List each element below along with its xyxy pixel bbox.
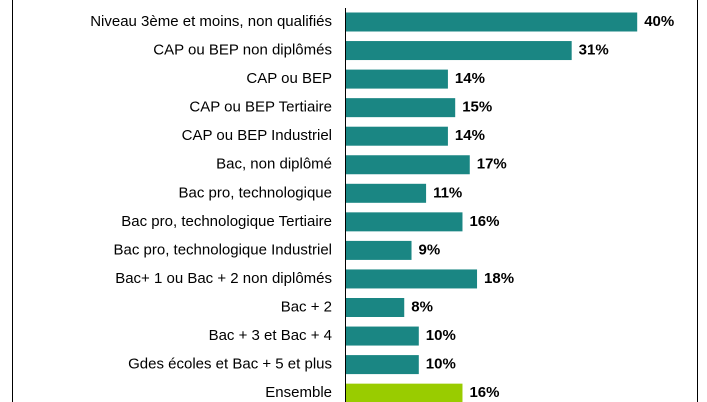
bar	[346, 98, 456, 118]
value-label: 10%	[426, 327, 456, 344]
category-label: CAP ou BEP Tertiaire	[189, 99, 332, 116]
category-label: Bac pro, technologique	[179, 184, 332, 201]
bar	[346, 298, 405, 317]
category-label: Bac+ 1 ou Bac + 2 non diplômés	[115, 270, 332, 287]
bar	[346, 269, 478, 289]
value-label: 14%	[455, 70, 485, 87]
category-label: CAP ou BEP non diplômés	[153, 42, 332, 59]
bar	[346, 355, 419, 375]
value-label: 18%	[484, 270, 514, 287]
value-label: 15%	[462, 99, 492, 116]
category-label: Gdes écoles et Bac + 5 et plus	[128, 356, 332, 373]
category-label: Niveau 3ème et moins, non qualifiés	[90, 13, 332, 30]
category-label: Bac, non diplômé	[216, 156, 332, 173]
bar	[346, 212, 463, 232]
bar	[346, 326, 419, 346]
category-label: Bac pro, technologique Industriel	[114, 241, 332, 258]
value-label: 16%	[469, 384, 499, 401]
value-label: 9%	[419, 241, 441, 258]
category-label: CAP ou BEP Industriel	[182, 127, 332, 144]
bar	[346, 12, 638, 32]
category-label: Bac + 2	[281, 298, 332, 315]
bar	[346, 183, 427, 203]
category-label: CAP ou BEP	[246, 70, 332, 87]
bar	[346, 155, 470, 175]
bar	[346, 126, 448, 146]
category-label: Bac + 3 et Bac + 4	[209, 327, 332, 344]
bar	[346, 69, 448, 89]
bar	[346, 240, 412, 260]
bar	[346, 41, 572, 61]
value-label: 14%	[455, 127, 485, 144]
value-label: 10%	[426, 356, 456, 373]
category-label: Bac pro, technologique Tertiaire	[121, 213, 332, 230]
value-label: 8%	[411, 298, 433, 315]
bar	[346, 383, 463, 402]
value-label: 17%	[477, 156, 507, 173]
value-label: 31%	[579, 42, 609, 59]
value-label: 11%	[433, 184, 462, 201]
category-label: Ensemble	[265, 384, 332, 401]
value-label: 16%	[469, 213, 499, 230]
value-label: 40%	[644, 13, 674, 30]
